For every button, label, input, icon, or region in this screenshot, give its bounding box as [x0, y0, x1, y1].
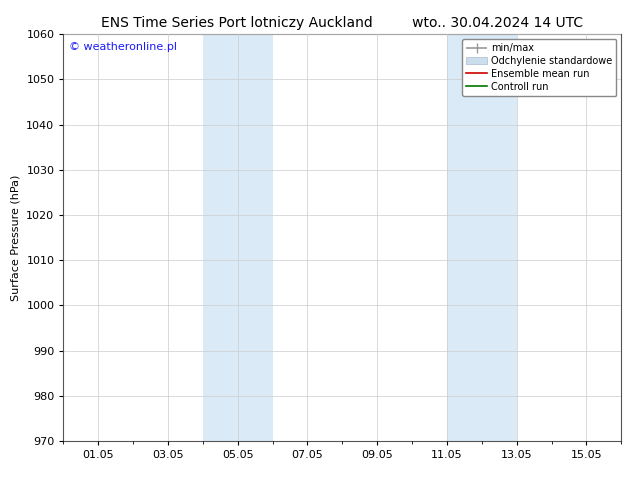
Y-axis label: Surface Pressure (hPa): Surface Pressure (hPa) — [11, 174, 21, 301]
Legend: min/max, Odchylenie standardowe, Ensemble mean run, Controll run: min/max, Odchylenie standardowe, Ensembl… — [462, 39, 616, 96]
Bar — [203, 34, 273, 441]
Text: © weatheronline.pl: © weatheronline.pl — [69, 43, 177, 52]
Bar — [447, 34, 517, 441]
Title: ENS Time Series Port lotniczy Auckland         wto.. 30.04.2024 14 UTC: ENS Time Series Port lotniczy Auckland w… — [101, 16, 583, 30]
